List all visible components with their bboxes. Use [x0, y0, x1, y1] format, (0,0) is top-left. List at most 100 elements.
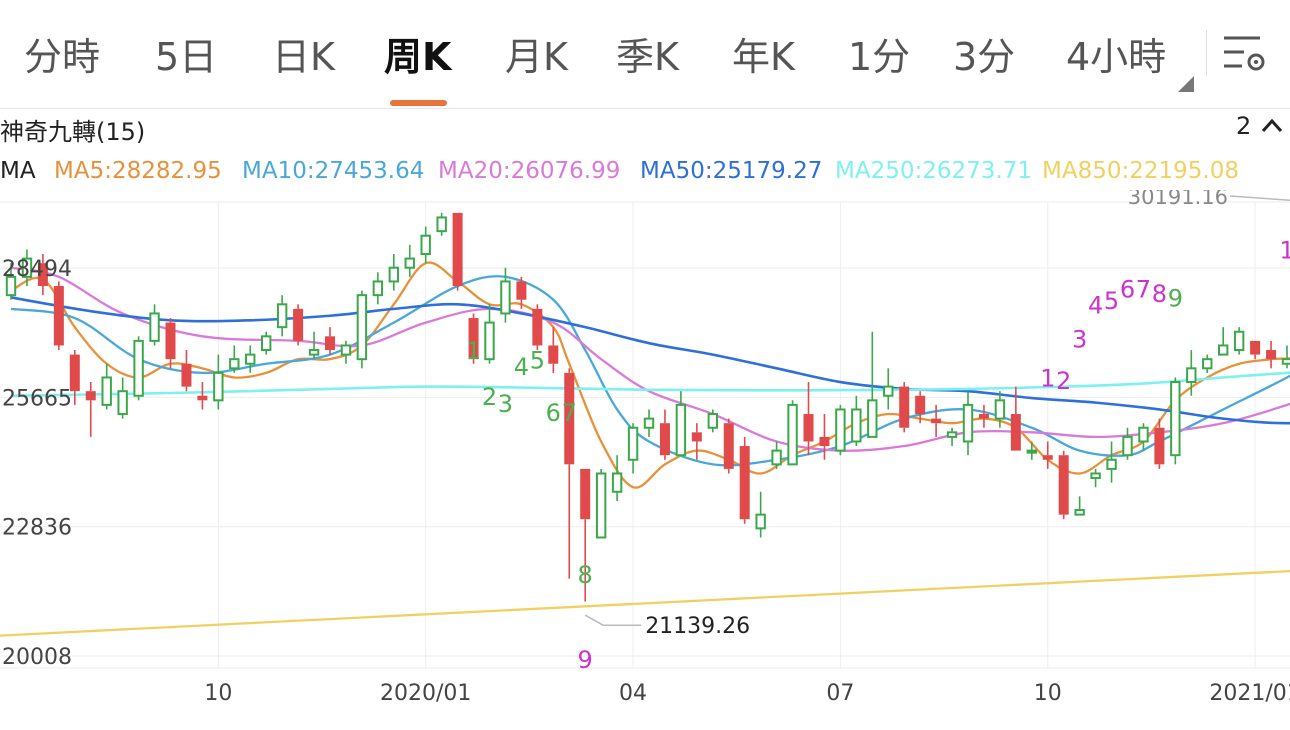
candle-body [532, 308, 543, 346]
candle-body [1218, 344, 1229, 356]
candle [867, 331, 878, 438]
candle-body [659, 423, 670, 456]
candle [659, 409, 670, 460]
candle [835, 404, 846, 456]
ma850-legend: MA850:22195.08 [1042, 158, 1239, 184]
ma-legend: MA MA5:28282.95 MA10:27453.64 MA20:26076… [0, 158, 1290, 190]
td-count-label: 6 [546, 399, 561, 427]
chart-settings-icon[interactable] [1220, 30, 1270, 78]
candle [899, 382, 910, 433]
candle [1202, 354, 1213, 373]
tab-4hour[interactable]: 4小時 [1066, 35, 1167, 79]
candle-body [1186, 367, 1197, 384]
td-count-label: 1 [1040, 365, 1055, 393]
candle [1170, 377, 1181, 465]
chevron-up-icon[interactable] [1260, 114, 1284, 138]
indicator-count: 2 [1236, 112, 1252, 140]
ma-line-ma5 [10, 261, 1290, 489]
candle-body [165, 322, 176, 360]
candle-body [643, 417, 655, 429]
candle-body [962, 403, 974, 443]
tab-weekly[interactable]: 周K [384, 35, 452, 79]
candle-body [611, 472, 623, 493]
candle [1010, 386, 1021, 451]
candle-body [500, 280, 511, 315]
candle [691, 423, 702, 460]
candle-body [213, 371, 224, 402]
candle-body [1202, 358, 1213, 370]
tab-yearly[interactable]: 年K [732, 35, 795, 79]
td-count-label: 4 [514, 353, 529, 381]
candle-body [899, 386, 910, 428]
candle [994, 391, 1006, 428]
ma-line-ma10 [10, 275, 1290, 467]
candle [181, 350, 192, 392]
candle [723, 418, 734, 474]
tab-monthly[interactable]: 月K [505, 35, 568, 79]
candle-body [978, 414, 989, 419]
candle-body [787, 403, 798, 466]
tab-3min[interactable]: 3分 [953, 35, 1016, 79]
candle [436, 212, 447, 236]
tab-5day[interactable]: 5日 [155, 35, 218, 79]
candle-body [5, 275, 17, 297]
candle [1250, 340, 1261, 360]
td-count-label: 2 [1056, 367, 1071, 395]
candle-body [101, 376, 112, 406]
candle [1122, 427, 1133, 460]
candle-body [803, 414, 814, 442]
candle-body [723, 423, 734, 469]
candle [946, 427, 958, 447]
candle-body [580, 468, 591, 520]
candle [580, 468, 591, 602]
td-count-label: 8 [1152, 280, 1167, 308]
more-periods-corner-icon[interactable] [1178, 76, 1194, 92]
ma-line-ma250 [10, 371, 1290, 398]
low-price-label: 21139.26 [645, 614, 750, 639]
candle [197, 382, 208, 410]
tab-intraday[interactable]: 分時 [24, 35, 101, 79]
x-tick-label: 2021/01 [1209, 681, 1290, 706]
candle-body [516, 281, 527, 300]
candle-body [69, 354, 80, 392]
candle [1074, 496, 1085, 516]
x-tick-label: 07 [826, 681, 854, 706]
candle-body [1074, 509, 1085, 516]
tab-daily[interactable]: 日K [272, 35, 335, 79]
tab-1min[interactable]: 1分 [848, 35, 911, 79]
candle [500, 267, 511, 323]
indicator-title[interactable]: 神奇九轉(15) [0, 118, 146, 146]
candle-body [835, 408, 846, 452]
candle-body [1154, 427, 1165, 465]
candle [165, 318, 176, 369]
candle [915, 391, 926, 424]
x-tick-label: 2020/01 [380, 681, 471, 706]
candle [404, 244, 415, 277]
td-count-label: 8 [578, 561, 593, 589]
candle [1058, 450, 1069, 520]
period-tab-bar: 分時 5日 日K 周K 月K 季K 年K 1分 3分 4小時 [0, 0, 1290, 109]
candle [468, 313, 479, 364]
td-count-label: 7 [1136, 275, 1151, 303]
candle [755, 491, 766, 538]
candle [149, 304, 160, 346]
candle [372, 272, 384, 305]
candle [1154, 418, 1165, 469]
high-price-label: 30191.16 [1128, 190, 1228, 209]
candle-body [117, 390, 128, 416]
candle-body [1266, 350, 1277, 360]
candle [787, 400, 798, 466]
candle-body [452, 212, 463, 287]
td-count-label: 9 [578, 646, 593, 674]
candle [133, 336, 144, 401]
tab-quarterly[interactable]: 季K [616, 35, 679, 79]
candle [1281, 345, 1290, 369]
candle-body [356, 294, 368, 361]
candle [1266, 340, 1277, 369]
candle [675, 391, 687, 457]
high-marker-line [1229, 195, 1290, 202]
candle-body [85, 391, 96, 401]
candle [1106, 441, 1117, 483]
candle [308, 331, 320, 360]
